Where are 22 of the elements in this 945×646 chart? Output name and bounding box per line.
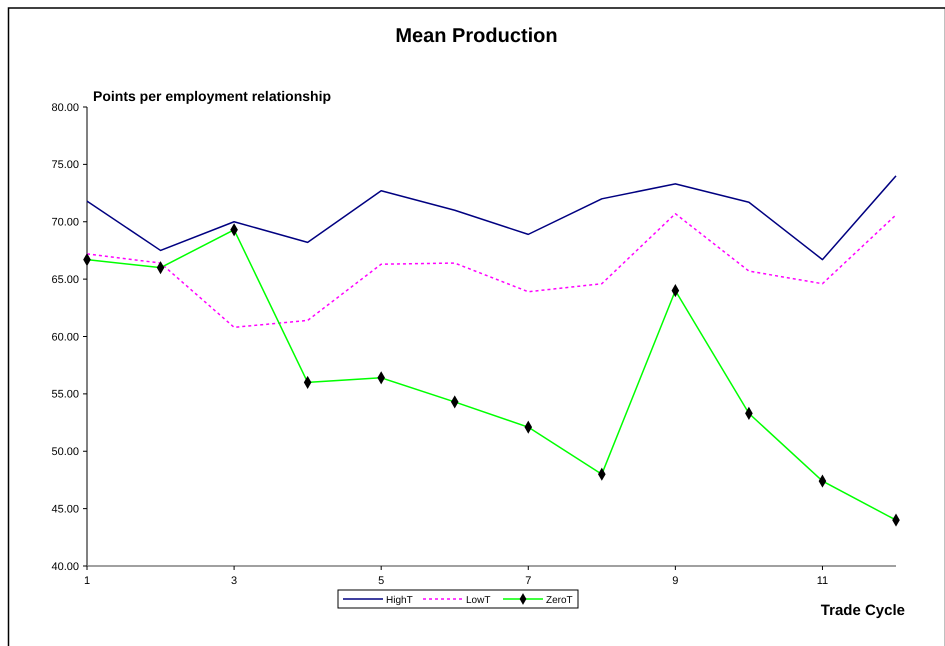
y-tick-label: 70.00 <box>51 216 79 229</box>
x-tick-label: 7 <box>525 575 532 587</box>
legend-label: LowT <box>466 595 490 606</box>
x-axis-title: Trade Cycle <box>820 602 905 619</box>
x-tick-label: 11 <box>816 575 828 587</box>
y-tick-label: 75.00 <box>51 159 79 172</box>
y-tick-label: 45.00 <box>51 503 79 516</box>
y-axis-title: Points per employment relationship <box>93 88 332 104</box>
y-tick-label: 80.00 <box>51 102 79 114</box>
x-tick-label: 9 <box>672 575 678 587</box>
legend-label: HighT <box>386 595 413 606</box>
line-series <box>86 175 897 260</box>
y-tick-label: 65.00 <box>51 274 79 286</box>
x-tick-label: 3 <box>231 575 238 587</box>
y-tick-label: 55.00 <box>51 388 79 401</box>
y-tick-label: 40.00 <box>51 560 79 573</box>
x-tick-label: 1 <box>84 575 90 587</box>
chart-title: Mean Production <box>395 25 558 47</box>
y-tick-label: 60.00 <box>51 331 79 344</box>
y-tick-label: 50.00 <box>51 446 79 458</box>
legend-label: ZeroT <box>546 595 573 606</box>
x-tick-label: 5 <box>378 575 384 587</box>
